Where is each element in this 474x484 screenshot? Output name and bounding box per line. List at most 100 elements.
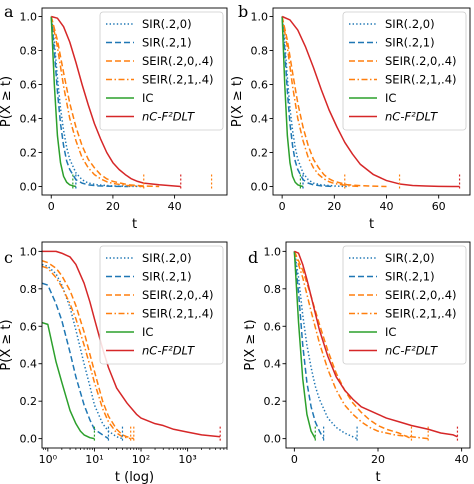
y-tick-label: 0.8: [20, 283, 38, 296]
legend: SIR(.2,0) SIR(.2,1) SEIR(.2,0,.4) SEIR(.2,1…: [342, 11, 467, 131]
x-tick-label: 20: [327, 200, 341, 213]
panel-c: 0.0 0.2 0.4 0.6 0.8 1.0 10⁰ 10¹ 10² 10³ t (log) P(X…: [0, 241, 228, 484]
y-tick-label: 0.4: [20, 113, 38, 126]
series-line-4: [293, 251, 316, 440]
legend-label: nC-F²DLT: [142, 344, 195, 358]
series-line-1: [50, 16, 129, 188]
series-line-5: [294, 250, 458, 438]
legend: SIR(.2,0) SIR(.2,1) SEIR(.2,0,.4) SEIR(.2,1…: [99, 11, 224, 131]
legend-box: [99, 11, 224, 131]
y-tick-label: 1.0: [20, 11, 38, 24]
series-line-2: [281, 16, 387, 188]
panel-b: 0.0 0.2 0.4 0.6 0.8 1.0 0 20 40 60 t P(X ≥ t) b SIR(.…: [230, 2, 471, 232]
series-line-4: [42, 321, 95, 440]
y-tick-label: 0.4: [251, 113, 269, 126]
y-tick-label: 0.0: [264, 433, 282, 446]
y-axis-label: P(X ≥ t): [0, 76, 14, 127]
legend-label: SIR(.2,1): [385, 270, 435, 284]
panel-label: b: [238, 2, 248, 21]
y-tick-label: 0.4: [264, 358, 282, 371]
x-tick-label: 0: [279, 200, 286, 213]
y-tick-label: 0.6: [20, 320, 38, 333]
series-line-4: [50, 16, 77, 188]
legend-label: IC: [385, 325, 396, 339]
y-tick-label: 0.2: [251, 147, 269, 160]
legend-label: SEIR(.2,1,.4): [142, 307, 214, 321]
y-tick-label: 0.2: [20, 147, 38, 160]
panel-a: 0.0 0.2 0.4 0.6 0.8 1.0 0 20 40 t P(X ≥ t) a SIR(.2,…: [0, 2, 228, 232]
panel-label: d: [248, 248, 258, 267]
axes-frame: [41, 7, 228, 196]
y-tick-label: 0.2: [20, 395, 38, 408]
legend-label: IC: [385, 91, 396, 105]
y-tick-label: 0.8: [20, 45, 38, 58]
legend: SIR(.2,0) SIR(.2,1) SEIR(.2,0,.4) SEIR(.2,1…: [99, 245, 224, 365]
series-line-5: [281, 15, 460, 188]
axes-frame: [41, 241, 228, 449]
legend-label: SIR(.2,0): [385, 251, 435, 265]
legend-label: SEIR(.2,0,.4): [385, 288, 457, 302]
x-tick-label: 10¹: [85, 453, 103, 466]
y-tick-label: 0.0: [20, 181, 38, 194]
x-tick-label: 10²: [132, 453, 150, 466]
y-tick-label: 0.2: [264, 395, 282, 408]
legend-label: nC-F²DLT: [385, 110, 438, 124]
y-tick-label: 1.0: [264, 245, 282, 258]
y-tick-label: 0.0: [20, 433, 38, 446]
x-tick-label: 60: [432, 200, 446, 213]
series-line-5: [42, 250, 221, 438]
series-line-3: [42, 265, 131, 440]
x-tick-label: 40: [380, 200, 394, 213]
series-line-2: [42, 260, 134, 440]
legend-label: nC-F²DLT: [142, 110, 195, 124]
y-axis-label: P(X ≥ t): [230, 76, 245, 127]
axes-frame: [272, 7, 471, 196]
x-axis-label: t: [375, 470, 380, 484]
y-tick-label: 0.6: [251, 79, 269, 92]
x-tick-label: 10⁰: [39, 453, 58, 466]
y-tick-label: 1.0: [251, 11, 269, 24]
legend-label: SIR(.2,1): [385, 36, 435, 50]
legend-box: [342, 11, 467, 131]
y-tick-label: 0.4: [20, 358, 38, 371]
legend-label: SEIR(.2,0,.4): [142, 288, 214, 302]
legend-label: SIR(.2,1): [142, 270, 192, 284]
legend-label: SIR(.2,0): [385, 17, 435, 31]
y-tick-label: 0.8: [251, 45, 269, 58]
series-line-0: [293, 251, 358, 440]
legend-label: SEIR(.2,1,.4): [142, 73, 214, 87]
legend-label: nC-F²DLT: [385, 344, 438, 358]
series-line-2: [50, 16, 160, 188]
legend-label: SEIR(.2,0,.4): [142, 54, 214, 68]
x-tick-label: 40: [455, 453, 469, 466]
series-line-1: [42, 282, 109, 440]
legend-label: SIR(.2,0): [142, 251, 192, 265]
panel-label: c: [4, 248, 13, 267]
series-line-2: [293, 251, 412, 440]
x-tick-label: 0: [48, 200, 55, 213]
legend-box: [342, 245, 467, 365]
panel-d: 0.0 0.2 0.4 0.6 0.8 1.0 0 20 40 t P(X ≥ t) d SIR(.2,…: [243, 241, 471, 484]
x-tick-label: 20: [106, 200, 120, 213]
legend-label: SEIR(.2,1,.4): [385, 73, 457, 87]
y-tick-label: 0.8: [264, 283, 282, 296]
x-axis-label: t: [132, 217, 137, 232]
panel-label: a: [4, 2, 14, 21]
legend-label: SIR(.2,1): [142, 36, 192, 50]
x-tick-label: 20: [371, 453, 385, 466]
legend: SIR(.2,0) SIR(.2,1) SEIR(.2,0,.4) SEIR(.2,1…: [342, 245, 467, 365]
series-lines: [293, 250, 458, 440]
series-line-0: [50, 16, 144, 188]
legend-label: IC: [142, 91, 153, 105]
legend-label: SIR(.2,0): [142, 17, 192, 31]
series-line-1: [293, 251, 325, 440]
series-line-3: [281, 16, 361, 188]
y-axis-label: P(X ≥ t): [0, 319, 14, 370]
legend-label: IC: [142, 325, 153, 339]
legend-box: [99, 245, 224, 365]
series-line-4: [281, 16, 304, 188]
x-tick-label: 40: [168, 200, 182, 213]
y-tick-label: 1.0: [20, 245, 38, 258]
y-axis-label: P(X ≥ t): [243, 319, 258, 370]
